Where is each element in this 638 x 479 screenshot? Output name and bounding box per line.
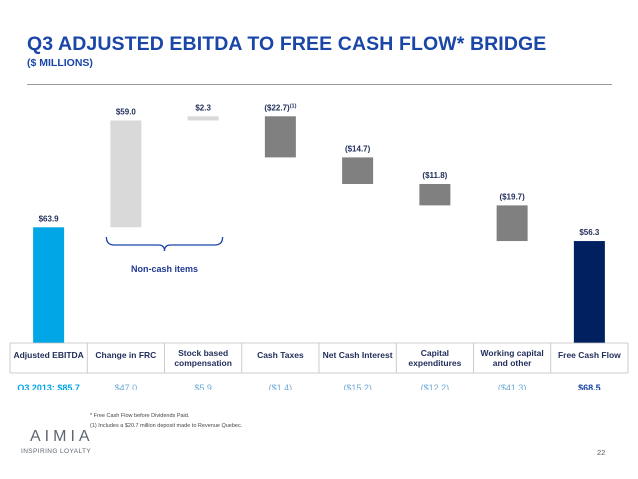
bar-value-label-6: ($19.7) [499,192,525,201]
comparison-value-1: $47.0 [115,383,138,390]
category-label-6-1: and other [493,358,532,368]
comparison-value-7: $68.5 [578,383,601,390]
non-cash-bracket [105,236,224,252]
bar-0 [33,227,65,343]
slide-subtitle: ($ MILLIONS) [27,57,93,69]
comparison-label: Q3 2013: $85.7 [17,383,80,390]
category-label-3-0: Cash Taxes [257,350,304,360]
category-label-1-0: Change in FRC [95,350,156,360]
comparison-value-4: ($15.2) [343,383,372,390]
bar-value-label-3: ($22.7)(1) [264,103,296,112]
category-label-2-0: Stock based [178,348,228,358]
waterfall-chart: $63.9 $59.0 $2.3 ($22.7)(1) ($14.7) ($11.8) ($… [9,103,629,390]
non-cash-label: Non-cash items [131,264,198,274]
comparison-value-5: ($12.2) [421,383,450,390]
bar-value-label-7: $56.3 [579,228,600,237]
slide-title: Q3 ADJUSTED EBITDA TO FREE CASH FLOW* BR… [27,33,547,55]
bar-value-label-1: $59.0 [116,107,137,116]
category-label-5-1: expenditures [408,358,461,368]
category-label-6-0: Working capital [481,348,544,358]
bar-value-label-5: ($11.8) [422,171,447,180]
page-number: 22 [597,448,606,457]
bar-value-label-2: $2.3 [195,103,211,112]
logo-tagline: INSPIRING LOYALTY [21,448,92,455]
company-logo: AIMIA INSPIRING LOYALTY [21,428,111,458]
bar-7 [573,241,605,343]
footnote-free-cash-flow: * Free Cash Flow before Dividends Paid. [90,413,190,419]
footnote-revenue-quebec: (1) Includes a $20.7 million deposit mad… [90,423,243,429]
category-label-5-0: Capital [421,348,449,358]
category-label-4-0: Net Cash Interest [323,350,393,360]
comparison-value-6: ($41.3) [498,383,527,390]
category-label-0-0: Adjusted EBITDA [13,350,83,360]
comparison-value-3: ($1.4) [269,383,293,390]
bar-6 [496,205,528,242]
logo-wordmark: AIMIA [30,428,94,445]
category-label-2-1: compensation [174,358,232,368]
bar-3 [264,116,296,158]
bar-value-label-0: $63.9 [39,214,60,223]
title-divider [27,84,612,85]
bar-2 [187,116,219,121]
bar-5 [419,184,451,206]
bar-4 [342,157,374,185]
bar-value-label-4: ($14.7) [345,144,371,153]
category-label-7-0: Free Cash Flow [558,350,621,360]
bar-1 [110,120,142,228]
comparison-value-2: $5.9 [194,383,212,390]
